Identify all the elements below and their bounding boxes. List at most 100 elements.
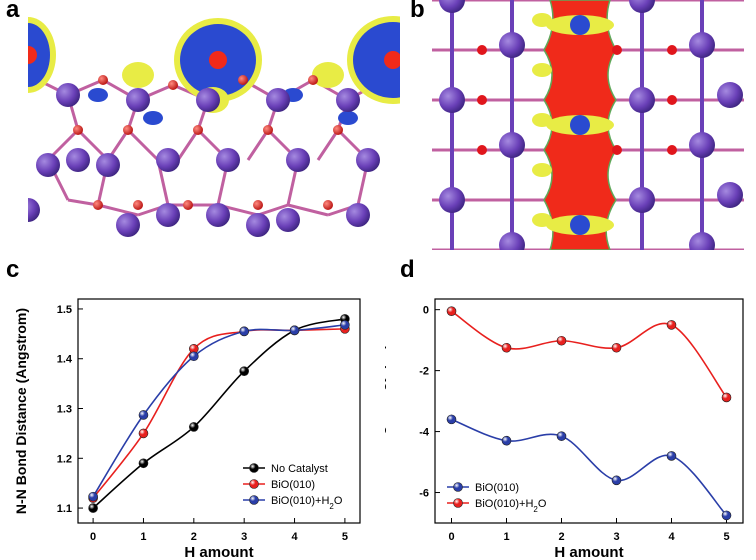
charge-density-top-view: [432, 0, 744, 250]
o-atom: [667, 145, 677, 155]
y-tick-label: -2: [419, 366, 429, 378]
y-tick-label: 1.1: [57, 503, 72, 515]
data-point: [611, 342, 622, 353]
plot-frame: [77, 298, 361, 524]
bi-atom: [717, 82, 743, 108]
data-point: [446, 414, 457, 425]
bi-atom: [439, 87, 465, 113]
o-atom: [612, 145, 622, 155]
x-tick-label: 0: [90, 531, 96, 543]
data-point: [666, 451, 677, 461]
o-atom: [308, 75, 318, 85]
bi-atom: [689, 132, 715, 158]
data-point: [611, 475, 622, 486]
o-atom: [183, 200, 193, 210]
data-point: [340, 320, 350, 330]
charge-density-blue: [570, 15, 590, 35]
o-atom: [73, 125, 83, 135]
y-tick-label: -4: [419, 427, 430, 439]
o-atom: [667, 45, 677, 55]
charge-density-yellow: [312, 62, 344, 88]
bi-atom: [206, 203, 230, 227]
charge-density-blue: [143, 111, 163, 125]
structure-panel-b: [432, 0, 744, 250]
data-point: [239, 326, 249, 337]
data-point: [446, 306, 457, 316]
data-point: [239, 366, 249, 376]
bi-atom: [156, 148, 180, 172]
bi-atom: [196, 88, 220, 112]
o-atom: [98, 75, 108, 85]
o-atom: [323, 200, 333, 210]
data-point: [721, 510, 732, 521]
legend-marker: [249, 479, 259, 489]
legend-marker: [453, 482, 463, 492]
charge-density-red: [209, 51, 227, 69]
x-tick-label: 5: [723, 531, 729, 543]
x-tick-label: 1: [503, 531, 509, 543]
bi-atom: [499, 232, 525, 250]
data-point: [88, 491, 98, 502]
x-tick-label: 3: [613, 531, 619, 543]
chart-d-binding-energy: 0 1 2 3 4 5 0 -2 -4 -6 H amount Binding Energy (eV)…: [385, 298, 744, 560]
o-atom: [168, 80, 178, 90]
data-point: [289, 325, 300, 336]
data-point: [501, 435, 512, 446]
y-tick-label: 0: [423, 305, 429, 317]
bond: [257, 203, 289, 217]
o-atom: [667, 95, 677, 105]
structure-panel-a: [28, 0, 400, 250]
bi-atom: [286, 148, 310, 172]
o-atom: [333, 125, 343, 135]
charge-density-yellow: [532, 63, 552, 77]
charge-density-blue: [570, 215, 590, 235]
bi-atom: [689, 232, 715, 250]
bi-atom: [156, 203, 180, 227]
data-point: [189, 351, 199, 362]
bond: [316, 129, 340, 161]
o-atom: [133, 200, 143, 210]
y-tick-label: 1.2: [57, 453, 72, 465]
bi-atom: [216, 148, 240, 172]
legend-label: BiO(010): [475, 482, 519, 494]
charge-density-red: [28, 46, 37, 64]
bi-atom: [246, 213, 270, 237]
charge-density-yellow: [532, 13, 552, 27]
data-point: [189, 422, 199, 432]
y-tick-label: 1.5: [57, 304, 72, 316]
o-atom: [193, 125, 203, 135]
bi-atom: [116, 213, 140, 237]
charge-density-yellow: [532, 113, 552, 127]
x-tick-label: 2: [558, 531, 564, 543]
y-tick-label: 1.3: [57, 404, 72, 416]
data-point: [666, 320, 677, 330]
bi-atom: [439, 187, 465, 213]
bond: [287, 203, 329, 217]
bi-atom: [126, 88, 150, 112]
bi-atom: [629, 87, 655, 113]
bond: [97, 203, 139, 217]
data-point: [138, 428, 149, 439]
legend-label: BiO(010): [271, 479, 315, 491]
bond: [67, 198, 99, 207]
x-tick-label: 2: [191, 531, 197, 543]
bi-atom: [336, 88, 360, 112]
bi-atom: [56, 83, 80, 107]
bond: [246, 129, 270, 161]
data-point: [556, 335, 567, 346]
data-point: [556, 431, 567, 441]
series-line: [451, 310, 728, 398]
bond: [176, 129, 200, 161]
o-atom: [477, 145, 487, 155]
charge-density-blue: [570, 115, 590, 135]
bi-atom: [499, 32, 525, 58]
data-point: [138, 458, 149, 469]
bi-atom: [629, 187, 655, 213]
plot-frame: [434, 298, 744, 524]
x-tick-label: 1: [140, 531, 146, 543]
legend-marker: [249, 495, 259, 505]
bi-atom: [689, 32, 715, 58]
y-axis-label: N-N Bond Distance (Angstrom): [13, 308, 29, 514]
bi-atom: [499, 132, 525, 158]
bi-atom: [266, 88, 290, 112]
